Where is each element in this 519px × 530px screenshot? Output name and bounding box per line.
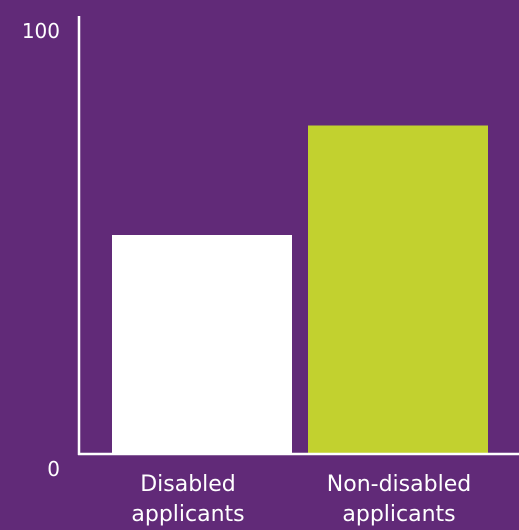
bar-0 [112,235,292,454]
category-label-1-line-0: Non-disabled [327,472,471,497]
y-tick-label-0: 0 [47,457,60,481]
y-tick-labels: 0 100 [22,19,60,481]
bar-group [112,125,488,454]
category-label-0-line-1: applicants [131,502,244,527]
x-category-labels: Disabled applicants Non-disabled applicants [131,472,471,527]
bar-1 [308,125,488,454]
category-label-0-line-0: Disabled [140,472,236,497]
category-label-1-line-1: applicants [342,502,455,527]
y-tick-label-1: 100 [22,19,60,43]
